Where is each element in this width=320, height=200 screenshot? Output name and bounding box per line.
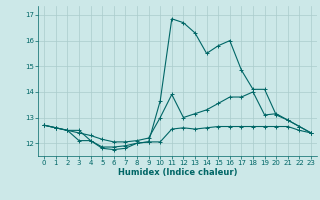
X-axis label: Humidex (Indice chaleur): Humidex (Indice chaleur) xyxy=(118,168,237,177)
